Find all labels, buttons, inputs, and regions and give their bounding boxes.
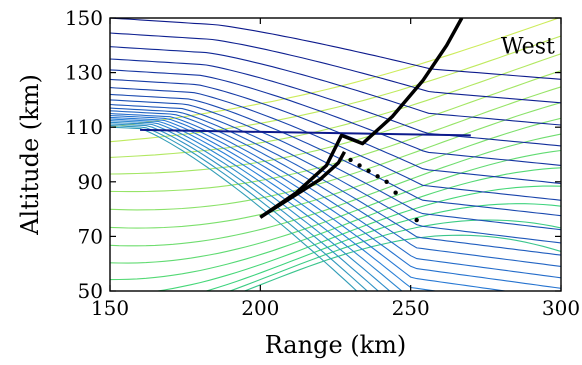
ray-trace: [110, 121, 391, 291]
y-tick-label: 150: [65, 6, 103, 30]
ray-trace-low: [110, 35, 561, 143]
plot-frame: [109, 17, 562, 292]
ray-trace-low: [110, 149, 561, 264]
y-tick-label: 70: [78, 224, 103, 248]
ray-trace: [110, 18, 561, 80]
ray-trace: [110, 69, 561, 166]
ray-traces: [110, 18, 561, 291]
ray-trace-low: [243, 234, 561, 291]
ray-trace: [110, 46, 561, 126]
dotted-point: [357, 163, 362, 168]
dotted-point: [366, 168, 371, 174]
ray-trace: [110, 32, 561, 104]
ray-trace: [110, 125, 369, 291]
y-axis-title: Altitude (km): [16, 74, 44, 236]
caustic-upper-branch: [259, 18, 464, 219]
ray-trace-low: [110, 133, 561, 247]
ray-trace-low: [110, 117, 561, 229]
ray-trace: [110, 93, 561, 217]
ray-trace-low: [110, 102, 561, 211]
dotted-point: [414, 217, 419, 223]
dotted-point: [384, 179, 389, 184]
dotted-point: [375, 174, 380, 179]
y-tick-label: 90: [78, 170, 103, 194]
ray-trace-low: [228, 219, 561, 291]
annotation-west: West: [501, 34, 555, 59]
ray-trace: [110, 78, 561, 185]
ray-trace: [110, 58, 561, 147]
ray-trace: [110, 112, 561, 279]
ray-trace-low: [204, 203, 561, 291]
ray-trace: [110, 116, 509, 291]
y-tick-label: 130: [65, 61, 103, 85]
x-tick-label: 200: [241, 296, 279, 320]
ray-trace-low: [110, 18, 561, 128]
reflection-line: [140, 128, 471, 137]
axis-ticks: [109, 17, 562, 292]
x-tick-label: 150: [91, 296, 129, 320]
caustic-overlay: [140, 18, 471, 223]
x-tick-labels: 150 200 250 300: [91, 296, 580, 320]
y-tick-label: 50: [78, 279, 103, 303]
x-axis-title: Range (km): [265, 331, 407, 359]
x-tick-label: 300: [542, 296, 580, 320]
dotted-point: [348, 157, 353, 163]
dotted-point: [393, 190, 398, 195]
ray-trace: [110, 114, 561, 289]
ray-trace: [110, 126, 358, 291]
ray-trace: [110, 120, 403, 291]
y-tick-labels: 50 70 90 110 130 150: [65, 6, 103, 303]
caustic-lower-branch: [259, 150, 347, 219]
x-tick-label: 250: [392, 296, 430, 320]
ray-trace: [110, 107, 561, 256]
y-tick-label: 110: [65, 115, 103, 139]
ray-trace: [110, 118, 440, 291]
plot-area: [110, 18, 561, 291]
ray-trace: [110, 103, 561, 244]
ray-trace-low: [110, 167, 561, 281]
ray-trace: [110, 123, 380, 291]
ray-trace-low: [110, 53, 561, 158]
ray-trace: [110, 110, 561, 267]
